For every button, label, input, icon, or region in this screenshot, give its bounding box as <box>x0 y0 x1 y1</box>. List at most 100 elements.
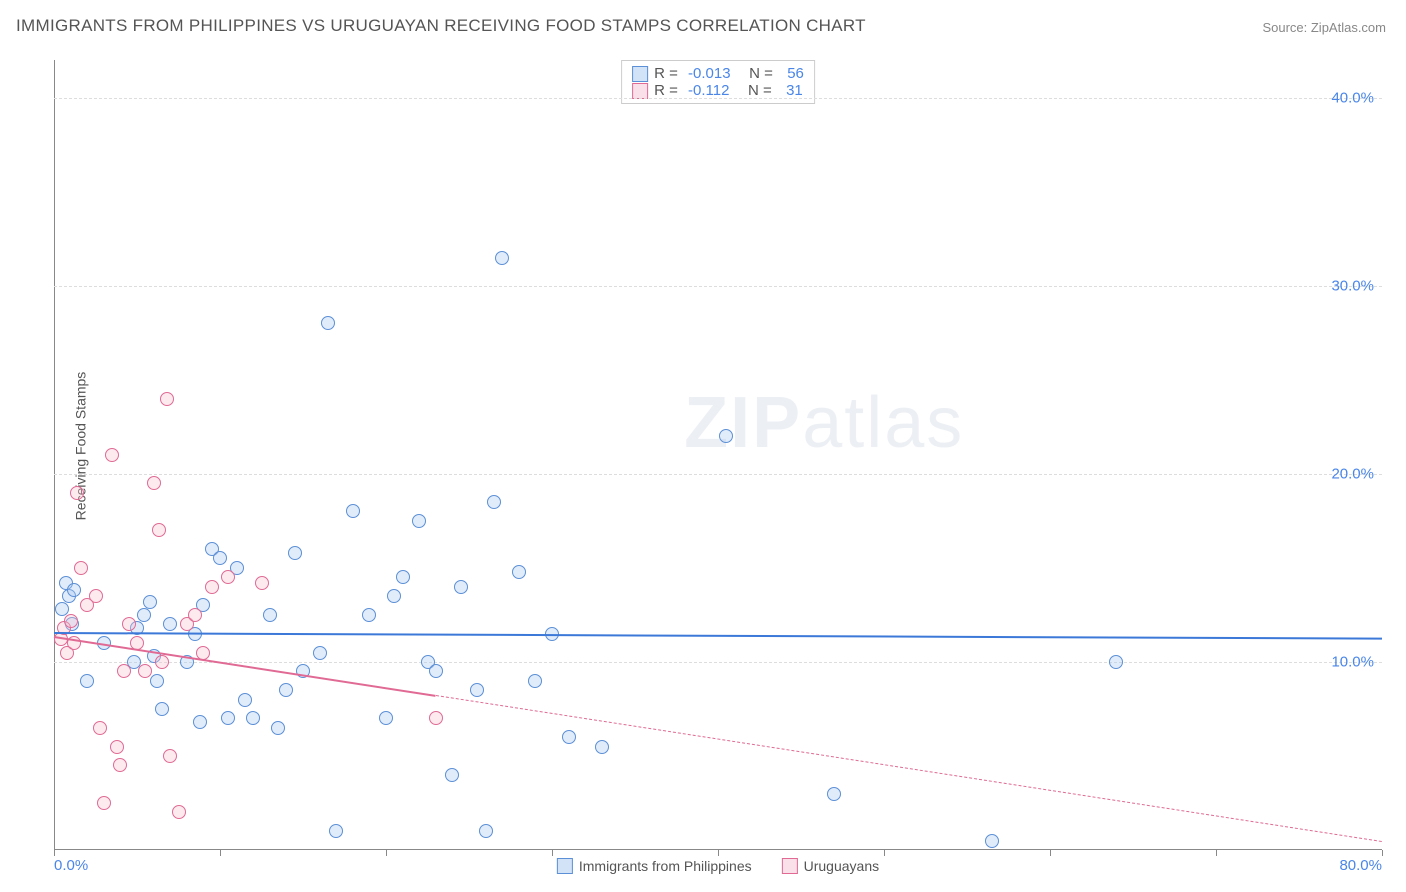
data-point <box>188 608 202 622</box>
y-axis-line <box>54 60 55 850</box>
data-point <box>346 504 360 518</box>
data-point <box>362 608 376 622</box>
legend-n-value: 56 <box>783 65 804 82</box>
data-point <box>279 683 293 697</box>
data-point <box>172 805 186 819</box>
chart-title: IMMIGRANTS FROM PHILIPPINES VS URUGUAYAN… <box>16 16 866 36</box>
data-point <box>155 655 169 669</box>
data-point <box>429 664 443 678</box>
data-point <box>213 551 227 565</box>
gridline <box>54 286 1382 287</box>
data-point <box>138 664 152 678</box>
data-point <box>479 824 493 838</box>
y-tick-label: 30.0% <box>1331 277 1374 294</box>
x-tick <box>1382 850 1383 856</box>
trend-line <box>436 695 1382 842</box>
data-point <box>470 683 484 697</box>
data-point <box>1109 655 1123 669</box>
data-point <box>137 608 151 622</box>
y-tick-label: 20.0% <box>1331 465 1374 482</box>
data-point <box>238 693 252 707</box>
x-tick <box>1216 850 1217 856</box>
source-name: ZipAtlas.com <box>1311 20 1386 35</box>
legend-r-label: R = <box>654 65 682 82</box>
data-point <box>595 740 609 754</box>
scatter-plot-area: ZIPatlas R = -0.013 N = 56R = -0.112 N =… <box>54 60 1382 850</box>
trend-line <box>54 632 1382 640</box>
data-point <box>387 589 401 603</box>
x-tick <box>552 850 553 856</box>
data-point <box>193 715 207 729</box>
data-point <box>105 448 119 462</box>
x-tick <box>54 850 55 856</box>
data-point <box>93 721 107 735</box>
legend-row: R = -0.112 N = 31 <box>632 82 804 99</box>
legend-swatch <box>557 858 573 874</box>
data-point <box>221 570 235 584</box>
gridline <box>54 662 1382 663</box>
data-point <box>152 523 166 537</box>
data-point <box>528 674 542 688</box>
legend-row: R = -0.013 N = 56 <box>632 65 804 82</box>
gridline <box>54 474 1382 475</box>
data-point <box>719 429 733 443</box>
data-point <box>147 476 161 490</box>
source-prefix: Source: <box>1262 20 1310 35</box>
data-point <box>512 565 526 579</box>
x-tick <box>220 850 221 856</box>
legend-n-label: N = <box>737 65 777 82</box>
legend-item: Immigrants from Philippines <box>557 858 752 874</box>
data-point <box>117 664 131 678</box>
watermark-light: atlas <box>802 383 964 463</box>
data-point <box>64 614 78 628</box>
x-tick-label: 0.0% <box>54 857 88 874</box>
data-point <box>313 646 327 660</box>
y-tick-label: 40.0% <box>1331 89 1374 106</box>
data-point <box>143 595 157 609</box>
data-point <box>150 674 164 688</box>
data-point <box>163 617 177 631</box>
data-point <box>110 740 124 754</box>
data-point <box>67 583 81 597</box>
x-tick <box>884 850 885 856</box>
legend-swatch <box>632 83 648 99</box>
data-point <box>255 576 269 590</box>
y-tick-label: 10.0% <box>1331 653 1374 670</box>
data-point <box>562 730 576 744</box>
x-tick <box>718 850 719 856</box>
data-point <box>288 546 302 560</box>
legend-item: Uruguayans <box>782 858 880 874</box>
legend-r-label: R = <box>654 82 682 99</box>
data-point <box>205 580 219 594</box>
data-point <box>827 787 841 801</box>
data-point <box>454 580 468 594</box>
legend-swatch <box>632 66 648 82</box>
data-point <box>329 824 343 838</box>
data-point <box>495 251 509 265</box>
data-point <box>396 570 410 584</box>
x-tick <box>1050 850 1051 856</box>
data-point <box>379 711 393 725</box>
legend-swatch <box>782 858 798 874</box>
legend-label: Immigrants from Philippines <box>579 858 752 874</box>
legend-n-label: N = <box>735 82 775 99</box>
legend-n-value: 31 <box>782 82 803 99</box>
data-point <box>122 617 136 631</box>
data-point <box>412 514 426 528</box>
x-tick <box>386 850 387 856</box>
legend-label: Uruguayans <box>804 858 880 874</box>
data-point <box>263 608 277 622</box>
legend-r-value: -0.112 <box>688 82 729 99</box>
trend-line <box>54 636 436 697</box>
data-point <box>445 768 459 782</box>
watermark-bold: ZIP <box>684 383 802 463</box>
legend-r-value: -0.013 <box>688 65 731 82</box>
data-point <box>155 702 169 716</box>
data-point <box>89 589 103 603</box>
data-point <box>271 721 285 735</box>
data-point <box>160 392 174 406</box>
data-point <box>70 486 84 500</box>
x-tick-label: 80.0% <box>1339 857 1382 874</box>
data-point <box>487 495 501 509</box>
data-point <box>80 674 94 688</box>
